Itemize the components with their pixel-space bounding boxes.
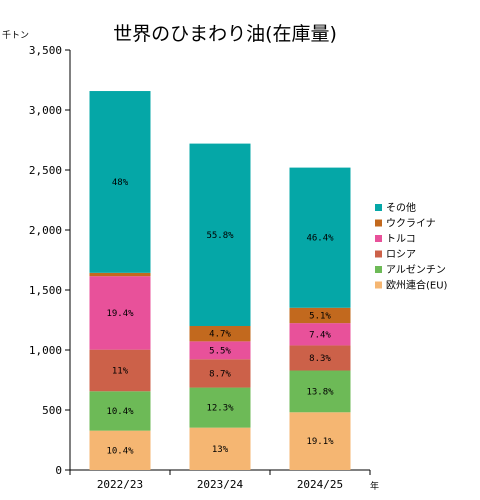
bar-segment <box>89 349 151 392</box>
bar-segment <box>89 276 151 350</box>
bar-segment <box>89 91 151 273</box>
x-category-label: 2022/23 <box>97 478 143 491</box>
y-tick-label: 0 <box>55 464 62 477</box>
data-label: 13% <box>212 445 229 455</box>
data-label: 48% <box>112 178 129 188</box>
legend-swatch <box>375 266 382 273</box>
y-axis-unit-label: 千トン <box>2 30 29 41</box>
y-tick-label: 3,000 <box>29 104 62 117</box>
data-label: 19.4% <box>106 309 134 319</box>
bar-segment <box>289 370 351 413</box>
bar-segment <box>289 345 351 371</box>
data-label: 4.7% <box>209 330 231 340</box>
bar-segment <box>189 341 251 360</box>
x-category-label: 2023/24 <box>197 478 244 491</box>
bar-segment <box>89 272 151 277</box>
data-label: 8.7% <box>209 369 231 379</box>
bar-segment <box>189 427 251 470</box>
bar-segment <box>89 430 151 470</box>
legend-label: 欧州連合(EU) <box>386 279 448 292</box>
bar-segment <box>189 143 251 326</box>
legend-swatch <box>375 219 382 227</box>
legend-swatch <box>375 281 382 289</box>
bar-segment <box>289 412 351 470</box>
bar-segment <box>289 307 351 324</box>
bars-group: 10.4% 10.4% 11% 19.4% 48% 13% 12.3% 8.7% 5.5% 4.7… <box>89 91 351 470</box>
y-tick-label: 1,000 <box>29 344 62 357</box>
data-label: 8.3% <box>309 354 331 364</box>
data-label: 13.8% <box>306 387 334 397</box>
bar-segment <box>189 359 251 388</box>
y-tick-label: 2,000 <box>29 224 62 237</box>
data-label: 46.4% <box>306 234 334 244</box>
data-label: 11% <box>112 366 129 376</box>
x-category-label: 2024/25 <box>297 478 343 491</box>
data-label: 5.1% <box>309 311 331 321</box>
data-label: 5.5% <box>209 346 231 356</box>
data-label: 10.4% <box>106 446 134 456</box>
data-label: 19.1% <box>306 437 334 447</box>
bar-segment <box>289 167 351 308</box>
bar-segment <box>189 326 251 342</box>
x-axis-unit-label: 年 <box>370 480 379 492</box>
data-label: 55.8% <box>206 231 234 241</box>
data-label: 7.4% <box>309 330 331 340</box>
legend-label: その他 <box>386 201 416 214</box>
legend-swatch <box>375 250 382 258</box>
legend-swatch <box>375 204 382 211</box>
y-tick-label: 1,500 <box>29 284 62 297</box>
bar-segment <box>289 323 351 346</box>
axes: 0 500 1,000 1,500 2,000 2,500 3,000 3,500 2022/2… <box>29 44 371 491</box>
y-tick-label: 2,500 <box>29 164 62 177</box>
data-label: 12.3% <box>206 404 234 414</box>
legend-swatch <box>375 235 382 242</box>
y-tick-label: 500 <box>42 404 62 417</box>
y-tick-label: 3,500 <box>29 44 62 57</box>
chart-title: 世界のひまわり油(在庫量) <box>113 23 337 45</box>
legend-label: ロシア <box>386 250 416 261</box>
bar-segment <box>189 387 251 428</box>
legend-label: ウクライナ <box>386 218 436 230</box>
legend-label: トルコ <box>386 234 416 245</box>
bar-segment <box>89 391 151 431</box>
legend-label: アルゼンチン <box>386 264 446 276</box>
data-label: 10.4% <box>106 407 134 417</box>
